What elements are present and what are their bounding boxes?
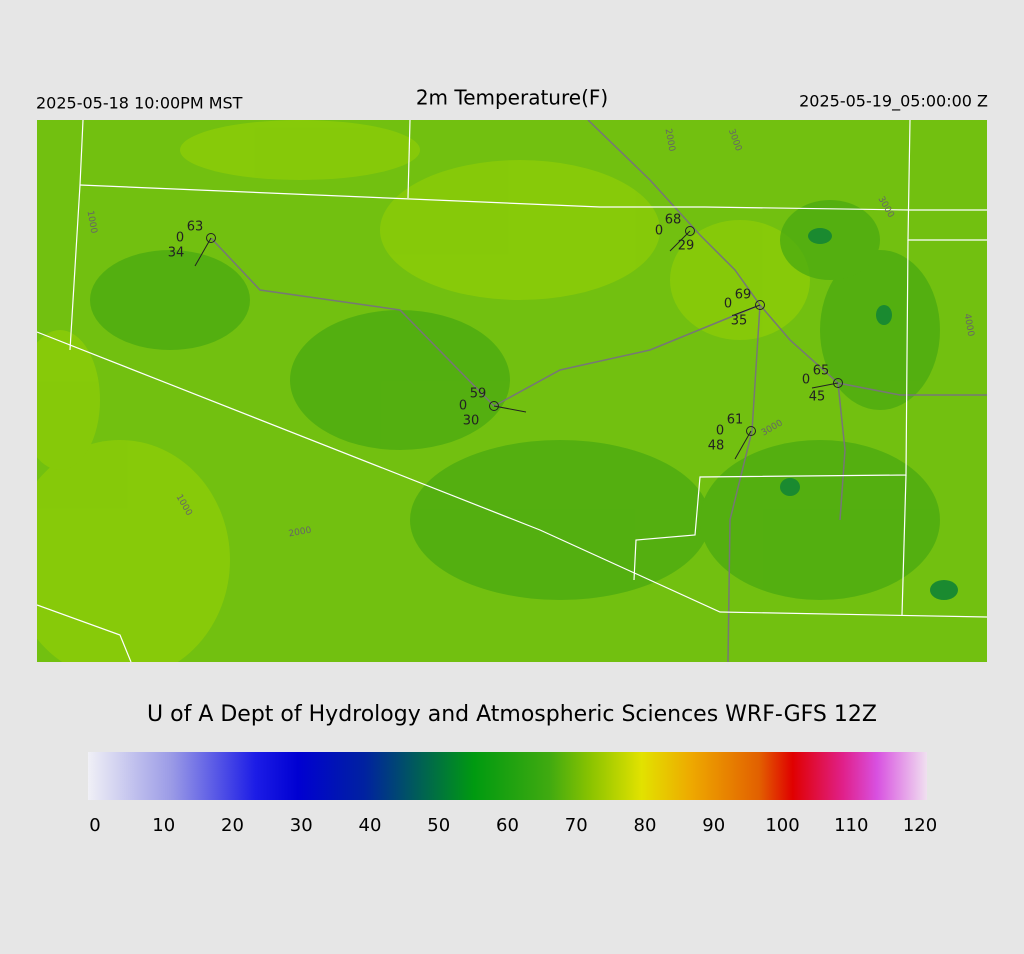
station: 680 29	[655, 213, 695, 254]
colorbar-tick-label: 110	[834, 815, 868, 836]
cold-spots	[780, 228, 958, 600]
dewpoint: 35	[731, 314, 748, 329]
colorbar-tick-label: 90	[702, 815, 725, 836]
colorbar-tick-label: 120	[903, 815, 937, 836]
borders	[37, 120, 987, 662]
station-marker	[685, 226, 695, 236]
colorbar-tick-label: 0	[89, 815, 100, 836]
dewpoint: 48	[708, 439, 725, 454]
map-title: 2m Temperature(F)	[416, 86, 608, 110]
contour-label: 1000	[85, 210, 99, 235]
temperature: 63	[187, 220, 204, 235]
map	[37, 120, 987, 662]
contour-label: 2000	[663, 128, 677, 153]
wind-barb	[493, 405, 527, 413]
wind-barb	[194, 237, 212, 267]
colorbar-tick-label: 30	[290, 815, 313, 836]
temperature: 68	[665, 213, 682, 228]
colorbar-tick-label: 40	[359, 815, 382, 836]
dewpoint: 34	[168, 246, 185, 261]
colorbar-tick-label: 10	[152, 815, 175, 836]
wind: 0	[176, 231, 184, 246]
temperature: 61	[727, 413, 744, 428]
colorbar	[88, 752, 927, 800]
dewpoint: 29	[678, 239, 695, 254]
cool-areas	[90, 200, 940, 600]
colorbar-tick-label: 70	[565, 815, 588, 836]
station: 690 35	[724, 288, 765, 329]
wind-barb	[734, 430, 752, 460]
station-marker	[206, 233, 216, 243]
utc-time: 2025-05-19_05:00:00 Z	[799, 92, 988, 112]
colorbar-tick-label: 50	[427, 815, 450, 836]
temperature: 65	[813, 364, 830, 379]
station-marker	[833, 378, 843, 388]
contour-label: 2000	[288, 526, 313, 540]
wind: 0	[716, 424, 724, 439]
station-marker	[755, 300, 765, 310]
dewpoint: 45	[809, 390, 826, 405]
dewpoint: 30	[463, 414, 480, 429]
temperature: 69	[735, 288, 752, 303]
temperature: 59	[470, 387, 487, 402]
contour-label: 4000	[962, 313, 976, 338]
colorbar-tick-label: 20	[221, 815, 244, 836]
station: 650 45	[802, 364, 843, 405]
colorbar-tick-label: 60	[496, 815, 519, 836]
footer: U of A Dept of Hydrology and Atmospheric…	[147, 702, 877, 727]
wind: 0	[459, 399, 467, 414]
local-time: 2025-05-18 10:00PM MST	[36, 94, 243, 113]
warm-areas	[37, 120, 810, 662]
wind: 0	[724, 297, 732, 312]
station-marker	[746, 426, 756, 436]
station-marker	[489, 401, 499, 411]
colorbar-tick-label: 80	[634, 815, 657, 836]
wind: 0	[655, 224, 663, 239]
colorbar-tick-label: 100	[765, 815, 799, 836]
wind: 0	[802, 373, 810, 388]
